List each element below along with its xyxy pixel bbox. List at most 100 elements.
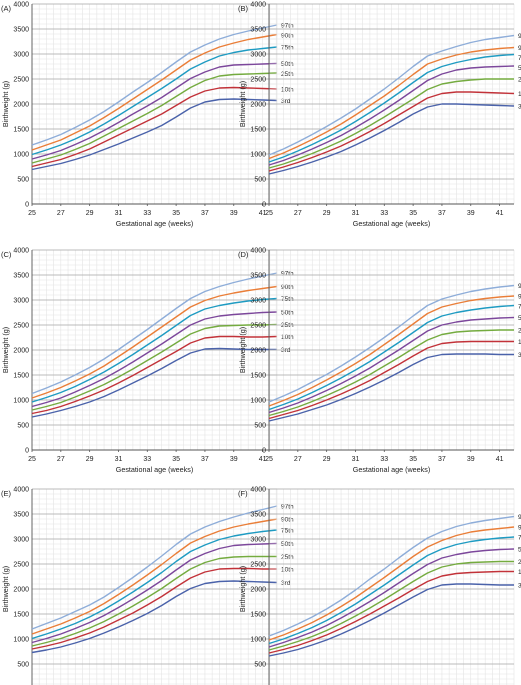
- legend-label-97th: 97th: [281, 23, 294, 30]
- x-axis-label: Gestational age (weeks): [116, 465, 194, 474]
- legend-label-10th: 10th: [518, 339, 521, 346]
- y-tick-label: 3500: [250, 273, 266, 280]
- chart-panel-e: 0500100015002000250030003500400025272931…: [1, 487, 294, 685]
- series-line-3rd: [268, 353, 514, 422]
- series-line-90th: [268, 295, 515, 407]
- x-tick-label: 33: [143, 456, 151, 463]
- y-tick-label: 2500: [13, 323, 29, 330]
- x-tick-label: 37: [438, 210, 446, 217]
- legend-label-25th: 25th: [518, 328, 521, 335]
- y-tick-label: 3500: [13, 27, 29, 34]
- y-tick-label: 3500: [13, 512, 29, 519]
- series-line-25th: [268, 560, 514, 651]
- series-line-10th: [268, 340, 514, 420]
- legend-label-90th: 90th: [281, 284, 294, 291]
- series-line-90th: [268, 526, 515, 641]
- series-line-75th: [268, 536, 515, 645]
- y-axis-label: Birthweight (g): [1, 81, 10, 127]
- y-tick-label: 4000: [13, 248, 29, 255]
- y-tick-label: 4000: [13, 487, 29, 494]
- series-line-3rd: [31, 347, 277, 418]
- series-lines: [31, 24, 278, 171]
- chart-panel-f: 0500100015002000250030003500400025272931…: [238, 487, 521, 685]
- panel-label: (F): [238, 489, 248, 498]
- x-tick-label: 27: [294, 210, 302, 217]
- y-tick-label: 4000: [13, 2, 29, 9]
- y-tick-label: 4000: [250, 248, 266, 255]
- panel-label: (A): [1, 4, 12, 13]
- panel-label: (B): [238, 4, 249, 13]
- y-tick-label: 1500: [250, 373, 266, 380]
- y-tick-label: 2500: [250, 323, 266, 330]
- x-tick-label: 33: [380, 210, 388, 217]
- legend-label-50th: 50th: [281, 61, 294, 68]
- x-tick-label: 31: [115, 456, 123, 463]
- legend-label-10th: 10th: [518, 91, 521, 98]
- y-axis-label: Birthweight (g): [238, 81, 247, 127]
- y-tick-label: 500: [17, 177, 29, 184]
- series-lines: [31, 505, 278, 654]
- series-line-90th: [268, 46, 515, 160]
- y-tick-label: 2000: [250, 102, 266, 109]
- legend-label-3rd: 3rd: [518, 583, 521, 590]
- series-lines: [31, 272, 278, 418]
- x-tick-label: 39: [467, 210, 475, 217]
- y-tick-label: 500: [254, 423, 266, 430]
- y-tick-label: 2500: [13, 562, 29, 569]
- legend-label-3rd: 3rd: [518, 104, 521, 111]
- y-tick-label: 3000: [13, 298, 29, 305]
- legend-label-75th: 75th: [281, 528, 294, 535]
- legend: 97th 90th 75th 50th 25th 10th 3rd: [281, 23, 294, 106]
- y-tick-label: 0: [25, 202, 29, 209]
- legend-label-97th: 97th: [281, 504, 294, 511]
- y-tick-label: 4000: [250, 487, 266, 494]
- x-tick-label: 33: [380, 456, 388, 463]
- series-line-97th: [31, 272, 278, 395]
- y-tick-label: 0: [262, 448, 266, 455]
- y-tick-label: 1000: [13, 152, 29, 159]
- chart-panel-b: 0 500 1000 1500 2000 2500 3000 3500 4000 25 27 29 31…: [238, 2, 521, 229]
- y-tick-label: 3000: [13, 52, 29, 59]
- series-line-75th: [31, 46, 278, 156]
- x-tick-label: 35: [409, 456, 417, 463]
- x-axis-label: Gestational age (weeks): [353, 465, 431, 474]
- x-tick-label: 31: [352, 210, 360, 217]
- legend-label-10th: 10th: [281, 87, 294, 94]
- series-line-50th: [31, 542, 278, 644]
- x-tick-label: 37: [201, 456, 209, 463]
- series-line-3rd: [268, 583, 514, 657]
- legend-label-75th: 75th: [281, 45, 294, 52]
- legend-label-25th: 25th: [518, 77, 521, 84]
- x-tick-label: 41: [259, 210, 267, 217]
- legend: 97th 90th 75th 50th 25th 10th 3rd: [518, 33, 521, 111]
- y-tick-label: 1000: [250, 398, 266, 405]
- y-tick-label: 1500: [250, 612, 266, 619]
- x-tick-label: 29: [323, 456, 331, 463]
- series-line-50th: [268, 316, 515, 414]
- panel-label: (D): [238, 250, 249, 259]
- y-tick-label: 0: [25, 448, 29, 455]
- x-tick-label: 25: [28, 456, 36, 463]
- series-line-10th: [31, 335, 278, 415]
- y-tick-label: 1500: [13, 373, 29, 380]
- series-line-75th: [31, 529, 278, 640]
- y-tick-label: 2500: [250, 77, 266, 84]
- legend-label-75th: 75th: [281, 296, 294, 303]
- series-lines: [268, 515, 515, 657]
- x-tick-label: 25: [265, 210, 273, 217]
- x-tick-label: 41: [259, 456, 267, 463]
- x-tick-label: 27: [294, 456, 302, 463]
- y-tick-label: 1000: [13, 637, 29, 644]
- major-grid: [32, 488, 277, 665]
- x-tick-label: 39: [467, 456, 475, 463]
- y-tick-label: 1500: [13, 127, 29, 134]
- series-line-90th: [31, 33, 278, 151]
- legend-label-90th: 90th: [518, 45, 521, 52]
- series-line-97th: [268, 34, 515, 156]
- x-tick-label: 35: [409, 210, 417, 217]
- legend-label-25th: 25th: [281, 322, 294, 329]
- legend-label-97th: 97th: [281, 271, 294, 278]
- series-line-25th: [31, 323, 278, 411]
- y-tick-label: 1500: [13, 612, 29, 619]
